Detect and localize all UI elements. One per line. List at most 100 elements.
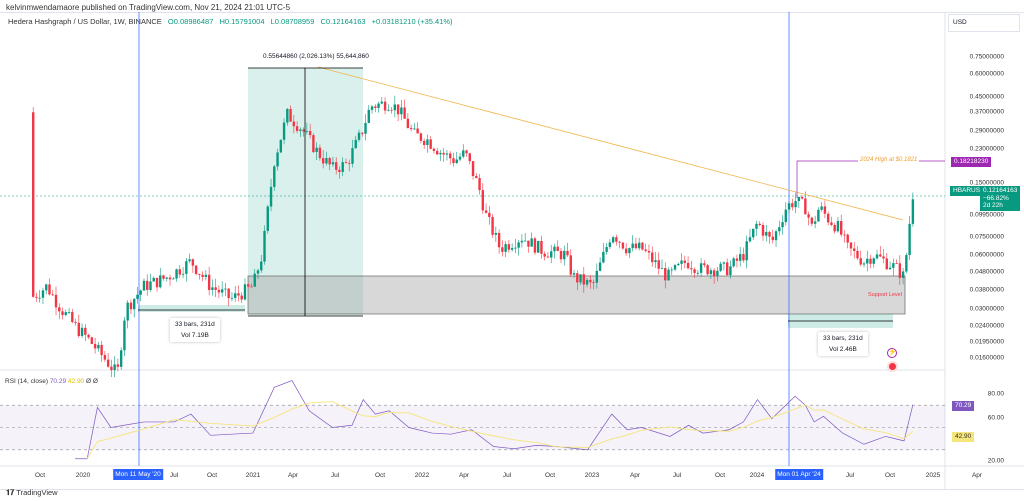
candle-body bbox=[93, 343, 97, 349]
candle-body bbox=[250, 286, 253, 288]
candle-body bbox=[403, 107, 406, 119]
time-label: Jul bbox=[169, 472, 179, 479]
candle-body bbox=[641, 242, 644, 250]
ohlc-high: H0.15791004 bbox=[219, 17, 265, 26]
candle-body bbox=[341, 162, 344, 172]
candle-body bbox=[729, 266, 732, 276]
time-label: Oct bbox=[34, 472, 46, 479]
price-tick: 0.06000000 bbox=[969, 251, 1004, 258]
candle-body bbox=[224, 288, 227, 290]
candle-body bbox=[468, 153, 471, 162]
candle-body bbox=[35, 296, 38, 298]
time-label: 2020 bbox=[75, 472, 91, 479]
publish-info: kelvinmwendamaore published on TradingVi… bbox=[6, 3, 291, 12]
candle-body bbox=[592, 282, 595, 284]
candle-body bbox=[90, 337, 94, 344]
right-range-label[interactable]: 33 bars, 231d Vol 2.46B bbox=[818, 332, 868, 356]
symbol-title[interactable]: Hedera Hashgraph / US Dollar, 1W, BINANC… bbox=[8, 17, 162, 26]
candle-body bbox=[826, 213, 830, 223]
price-tick: 0.09950000 bbox=[969, 211, 1004, 219]
candle-body bbox=[752, 228, 755, 238]
candle-body bbox=[289, 108, 292, 122]
candle-body bbox=[745, 241, 748, 261]
candle-body bbox=[540, 240, 543, 254]
candle-body bbox=[58, 307, 61, 312]
candle-body bbox=[106, 359, 110, 367]
candle-body bbox=[475, 176, 478, 179]
candle-body bbox=[582, 274, 586, 285]
candle-body bbox=[550, 251, 553, 258]
time-label: Jul bbox=[502, 472, 512, 479]
currency-label[interactable]: USD bbox=[948, 14, 1020, 32]
candle-body bbox=[875, 254, 879, 259]
candle-body bbox=[716, 270, 719, 277]
price-tick: 0.75000000 bbox=[969, 53, 1004, 61]
candle-body bbox=[422, 140, 426, 146]
candle-body bbox=[608, 242, 612, 247]
candle-body bbox=[563, 250, 566, 260]
candle-body bbox=[898, 263, 902, 278]
candle-body bbox=[416, 128, 419, 134]
candle-body bbox=[527, 240, 530, 247]
candle-body bbox=[621, 242, 625, 249]
candle-body bbox=[523, 240, 527, 242]
candle-body bbox=[435, 150, 439, 155]
candle-body bbox=[331, 162, 335, 165]
measure-label[interactable]: 0.55644860 (2,026.13%) 55,644,860 bbox=[258, 50, 374, 63]
candle-body bbox=[409, 128, 413, 130]
candle-body bbox=[605, 246, 608, 252]
candle-body bbox=[77, 322, 81, 336]
candle-body bbox=[348, 162, 351, 164]
last-price-tag: 0.12164163 −66.82% 2d 22h bbox=[980, 186, 1021, 211]
candle-body bbox=[233, 293, 237, 298]
candle-body bbox=[823, 206, 827, 214]
candle-body bbox=[263, 230, 266, 262]
lightning-icon[interactable]: ⚡ bbox=[887, 348, 897, 358]
candle-body bbox=[530, 238, 533, 247]
candle-body bbox=[634, 243, 638, 249]
candle-body bbox=[846, 234, 849, 243]
candle-body bbox=[48, 284, 51, 295]
candle-body bbox=[471, 161, 475, 177]
candle-body bbox=[253, 273, 256, 287]
candle-body bbox=[201, 274, 204, 277]
rsi-title[interactable]: RSI (14, close) bbox=[5, 378, 48, 385]
candle-body bbox=[611, 237, 615, 243]
candle-body bbox=[172, 278, 175, 280]
candle-body bbox=[595, 270, 599, 283]
candle-body bbox=[699, 263, 703, 273]
candle-body bbox=[191, 259, 195, 266]
us-flag-event-icon[interactable] bbox=[887, 361, 898, 372]
candle-body bbox=[628, 248, 631, 254]
candle-body bbox=[146, 280, 149, 290]
candle-body bbox=[116, 364, 120, 367]
time-label: Jul bbox=[845, 472, 855, 479]
candle-body bbox=[374, 106, 377, 108]
candle-body bbox=[712, 270, 716, 277]
candle-body bbox=[533, 238, 537, 253]
tradingview-logo[interactable]: 𝟏𝟕 TradingView bbox=[6, 488, 58, 497]
rsi-ma-line bbox=[86, 401, 914, 459]
candle-body bbox=[181, 273, 185, 275]
candle-body bbox=[911, 199, 915, 224]
candle-body bbox=[866, 258, 869, 264]
left-range-label[interactable]: 33 bars, 231d Vol 7.19B bbox=[170, 318, 220, 342]
candle-body bbox=[517, 242, 520, 248]
high-price-tag: 0.18218230 bbox=[951, 157, 992, 167]
candle-body bbox=[885, 258, 889, 270]
candle-body bbox=[165, 277, 168, 279]
rsi-ma-value: 42.90 bbox=[67, 378, 85, 385]
candle-body bbox=[338, 169, 341, 172]
candle-body bbox=[879, 254, 882, 257]
candle-body bbox=[800, 196, 804, 199]
candle-body bbox=[589, 279, 592, 283]
candle-body bbox=[458, 156, 462, 160]
candle-body bbox=[709, 270, 713, 275]
candle-body bbox=[693, 269, 696, 273]
candle-body bbox=[100, 344, 103, 356]
high-label[interactable]: 2024 High at $0.1821 bbox=[858, 157, 920, 163]
support-label[interactable]: Support Level bbox=[868, 292, 902, 298]
time-label: Oct bbox=[206, 472, 218, 479]
candle-body bbox=[136, 294, 139, 299]
